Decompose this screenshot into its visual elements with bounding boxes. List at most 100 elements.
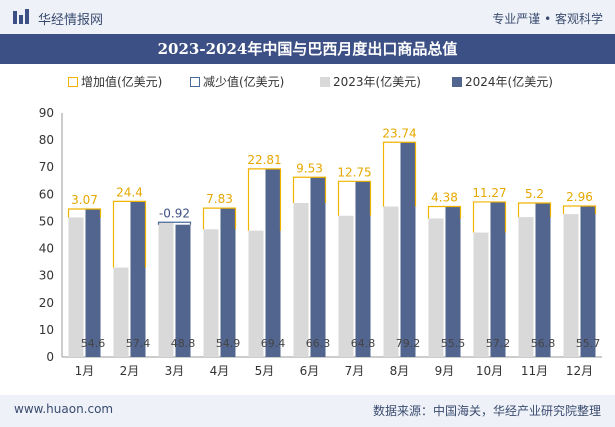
increase-bracket (427, 205, 462, 219)
change-label: 23.74 (382, 126, 416, 140)
data-source: 数据来源：中国海关，华经产业研究院整理 (372, 404, 601, 418)
y-tick-label: 20 (39, 296, 54, 310)
bar-2023 (203, 229, 219, 357)
footer-bar (0, 395, 615, 427)
legend-decrease-swatch (190, 76, 200, 87)
x-tick-label: 3月 (165, 364, 185, 378)
increase-bracket (517, 202, 552, 218)
bar-2024 (445, 206, 461, 357)
bar-2023 (338, 215, 354, 357)
bar-2023 (293, 203, 309, 357)
value-label-2024: 64.8 (351, 337, 376, 350)
site-url: www.huaon.com (14, 402, 114, 416)
bar-2024 (535, 203, 551, 357)
increase-bracket (112, 200, 147, 268)
x-tick-label: 4月 (210, 364, 230, 378)
legend-decrease: 减少值(亿美元) (190, 72, 284, 92)
value-label-2024: 79.2 (396, 337, 421, 350)
y-tick-label: 80 (39, 133, 54, 147)
value-label-2024: 66.3 (306, 337, 331, 350)
legend-2023: 2023年(亿美元) (320, 72, 421, 92)
bar-2024 (490, 201, 506, 357)
increase-bracket (382, 141, 417, 207)
bar-2024 (400, 142, 416, 357)
change-label: 2.96 (566, 190, 593, 204)
change-label: -0.92 (159, 206, 190, 220)
value-label-2024: 54.6 (81, 337, 106, 350)
increase-bracket (202, 207, 237, 230)
value-label-2024: 57.2 (486, 337, 511, 350)
increase-bracket (247, 168, 282, 231)
x-tick-label: 12月 (566, 364, 593, 378)
change-label: 4.38 (431, 191, 458, 205)
value-label-2024: 56.8 (531, 337, 556, 350)
logo-icon (13, 9, 29, 24)
header-bar: 华经情报网 专业严谨 • 客观科学 (0, 0, 615, 34)
y-tick-label: 0 (46, 350, 54, 364)
bar-2023 (68, 217, 84, 357)
bar-2024 (130, 201, 146, 357)
increase-bracket (562, 205, 597, 215)
change-label: 12.75 (337, 165, 371, 179)
value-label-2024: 55.7 (576, 337, 601, 350)
legend-increase-swatch (68, 76, 78, 87)
legend-2024-label: 2024年(亿美元) (465, 75, 553, 89)
y-tick-label: 90 (39, 106, 54, 120)
legend-2023-swatch (320, 76, 330, 87)
value-label-2024: 69.4 (261, 337, 286, 350)
bar-2023 (383, 206, 399, 357)
legend: 增加值(亿美元) 减少值(亿美元) 2023年(亿美元) 2024年(亿美元) (0, 72, 615, 92)
bar-2023 (158, 222, 174, 357)
bar-2024 (85, 208, 101, 357)
change-label: 3.07 (71, 193, 98, 207)
legend-2023-label: 2023年(亿美元) (333, 75, 421, 89)
increase-bracket (472, 201, 507, 233)
change-label: 7.83 (206, 192, 233, 206)
bar-2023 (248, 230, 264, 357)
x-tick-label: 11月 (521, 364, 548, 378)
x-tick-label: 5月 (255, 364, 275, 378)
decrease-bracket (157, 221, 192, 225)
brand-name: 华经情报网 (38, 13, 104, 28)
bar-2023 (428, 218, 444, 357)
increase-bracket (292, 176, 327, 204)
bar-2024 (580, 205, 596, 357)
bar-2024 (175, 224, 191, 357)
bar-2023 (113, 267, 129, 357)
y-tick-label: 50 (39, 214, 54, 228)
change-label: 11.27 (472, 186, 506, 200)
y-tick-label: 40 (39, 242, 54, 256)
legend-increase-label: 增加值(亿美元) (81, 75, 163, 89)
x-tick-label: 7月 (345, 364, 365, 378)
change-label: 5.2 (525, 187, 544, 201)
chart-title: 2023-2024年中国与巴西月度出口商品总值 (157, 40, 458, 58)
legend-increase: 增加值(亿美元) (68, 72, 162, 92)
y-tick-label: 60 (39, 187, 54, 201)
y-tick-label: 10 (39, 323, 54, 337)
increase-bracket (337, 180, 372, 216)
y-tick-label: 70 (39, 160, 54, 174)
legend-2024-swatch (452, 76, 462, 87)
bar-2023 (563, 214, 579, 357)
change-label: 22.81 (247, 153, 281, 167)
title-bar (0, 34, 615, 64)
x-tick-label: 8月 (390, 364, 410, 378)
bar-2024 (265, 168, 281, 357)
x-tick-label: 9月 (435, 364, 455, 378)
value-label-2024: 55.5 (441, 337, 466, 350)
change-label: 9.53 (296, 161, 323, 175)
tagline: 专业严谨 • 客观科学 (492, 12, 603, 26)
value-label-2024: 54.9 (216, 337, 241, 350)
x-tick-label: 1月 (75, 364, 95, 378)
bar-2023 (518, 217, 534, 357)
y-tick-label: 30 (39, 269, 54, 283)
legend-2024: 2024年(亿美元) (452, 72, 553, 92)
value-label-2024: 57.4 (126, 337, 151, 350)
x-tick-label: 2月 (120, 364, 140, 378)
bar-2024 (355, 181, 371, 357)
bar-2024 (310, 177, 326, 357)
bar-2024 (220, 208, 236, 357)
legend-decrease-label: 减少值(亿美元) (203, 75, 285, 89)
increase-bracket (67, 208, 102, 218)
